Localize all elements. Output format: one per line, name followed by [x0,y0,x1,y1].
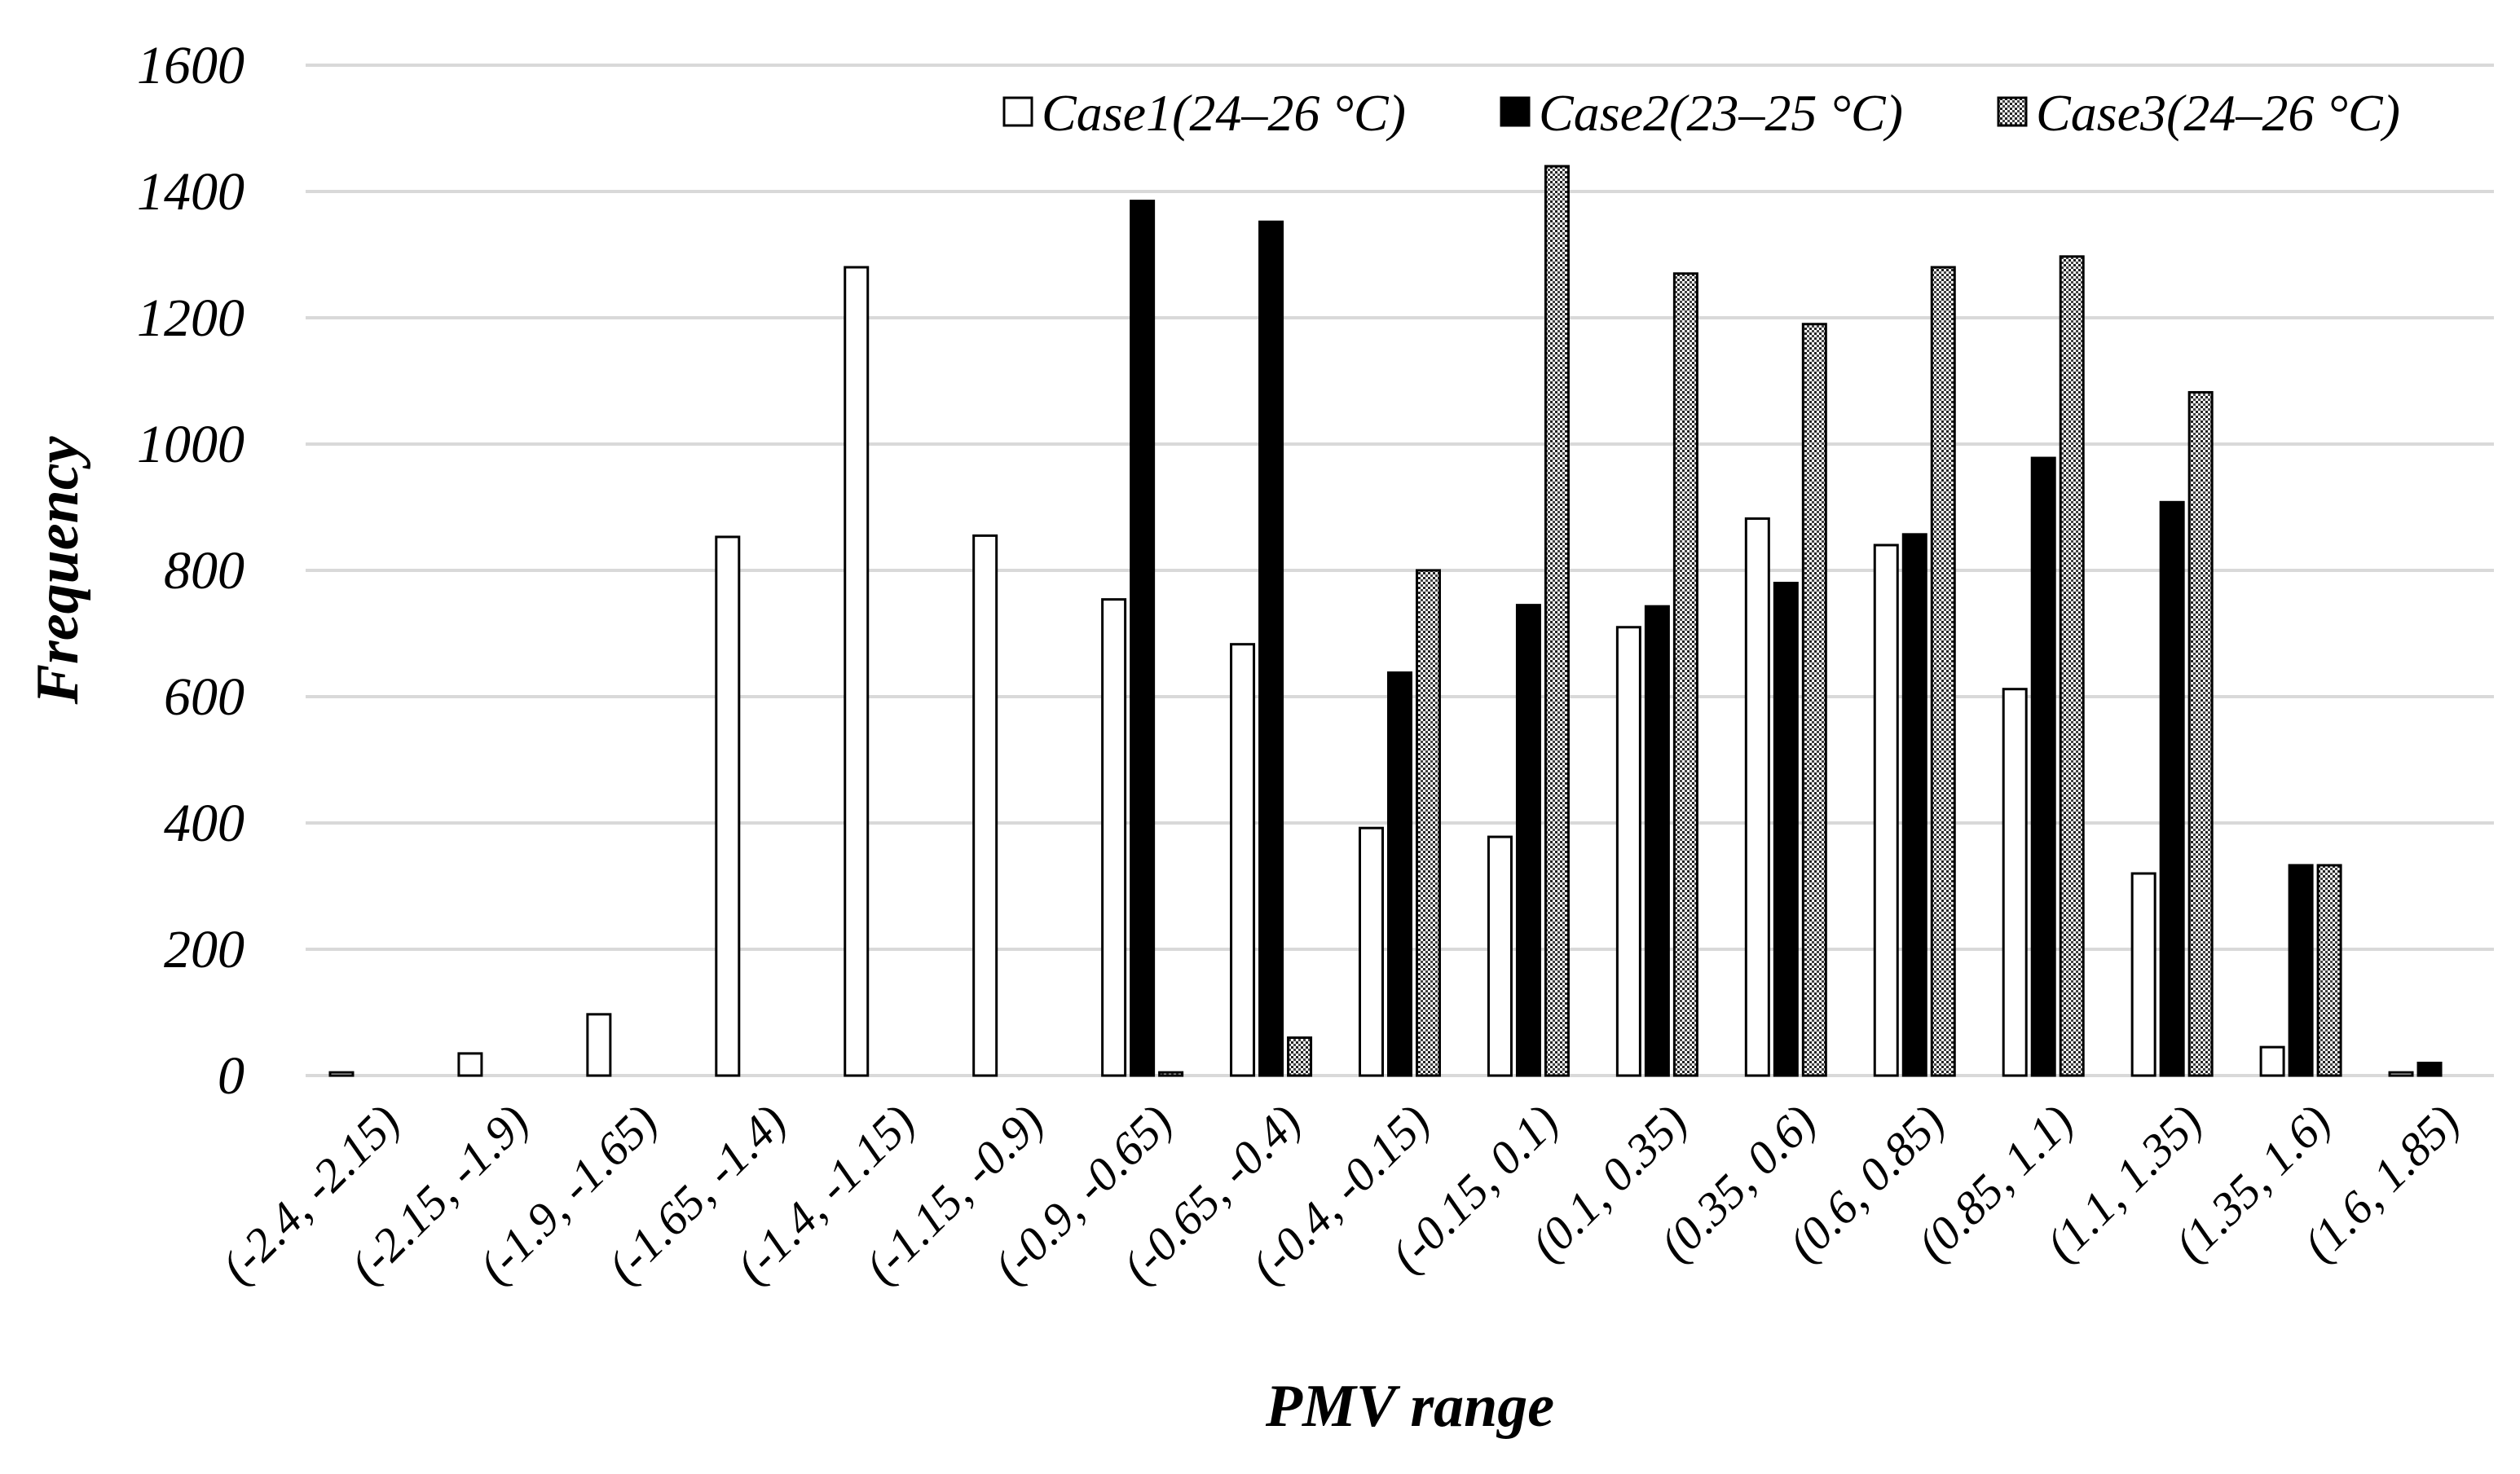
bar-solid-6 [1130,200,1156,1077]
bar-solid-10 [1644,605,1670,1077]
legend-swatch-dotted [1997,96,2028,127]
bar-hollow-14 [2130,872,2157,1077]
bar-solid-16 [2416,1062,2443,1077]
legend-swatch-solid [1500,96,1531,127]
bar-hollow-16 [2388,1071,2414,1077]
bar-hollow-11 [1744,517,1770,1077]
bar-dotted-15 [2316,864,2342,1077]
y-tick-label: 200 [164,920,245,979]
bar-dotted-10 [1672,272,1698,1077]
bar-solid-7 [1258,220,1284,1077]
bars [328,165,2443,1077]
bar-solid-14 [2159,500,2185,1077]
legend: Case1(24–26 °C) Case2(23–25 °C) Case3(24–2… [1002,84,2400,142]
x-axis-title: PMV range [1265,1373,1554,1440]
bar-dotted-8 [1416,569,1441,1077]
bar-hollow-2 [586,1013,612,1077]
y-axis-title: Frequency [24,435,91,705]
bar-hollow-9 [1487,835,1513,1077]
bar-hollow-1 [457,1052,483,1077]
y-tick-label: 1200 [137,288,245,348]
bar-hollow-0 [328,1071,355,1077]
bar-dotted-13 [2059,255,2085,1077]
bar-solid-9 [1515,604,1541,1077]
bar-hollow-4 [844,266,870,1077]
bar-hollow-13 [2002,688,2028,1077]
legend-label: Case2(23–25 °C) [1539,84,1903,142]
bar-hollow-12 [1873,543,1899,1077]
bar-hollow-7 [1230,643,1256,1077]
y-tick-label: 400 [164,794,245,853]
bar-dotted-12 [1930,266,1956,1077]
y-tick-label: 1000 [137,415,245,474]
bar-solid-12 [1901,533,1927,1077]
gridlines [306,64,2494,1077]
y-tick-label: 1600 [137,36,245,95]
y-tick-label: 0 [218,1046,245,1106]
bar-hollow-15 [2259,1045,2285,1077]
legend-label: Case1(24–26 °C) [1042,84,1406,142]
bar-hollow-10 [1615,626,1641,1077]
legend-label: Case3(24–26 °C) [2036,84,2400,142]
bar-hollow-8 [1359,826,1384,1077]
bar-hollow-3 [715,535,741,1077]
x-axis-ticks: (-2.4, -2.15)(-2.15, -1.9)(-1.9, -1.65)(… [211,1094,2469,1293]
bar-dotted-14 [2187,390,2214,1077]
bar-hollow-5 [972,534,998,1077]
bar-solid-15 [2288,864,2314,1077]
y-tick-label: 800 [164,541,245,601]
bar-solid-13 [2030,456,2056,1077]
bar-solid-11 [1773,582,1799,1077]
legend-swatch-hollow [1002,96,1033,127]
bar-dotted-9 [1544,165,1570,1077]
bar-dotted-11 [1801,323,1827,1077]
bar-dotted-6 [1158,1071,1184,1077]
y-tick-label: 1400 [137,162,245,222]
bar-hollow-6 [1101,598,1127,1077]
y-tick-label: 600 [164,667,245,727]
bar-dotted-7 [1287,1036,1313,1077]
bar-solid-8 [1387,671,1412,1077]
y-axis-ticks: 0 200 400 600 800 1000 1200 1400 1600 [137,36,245,1106]
